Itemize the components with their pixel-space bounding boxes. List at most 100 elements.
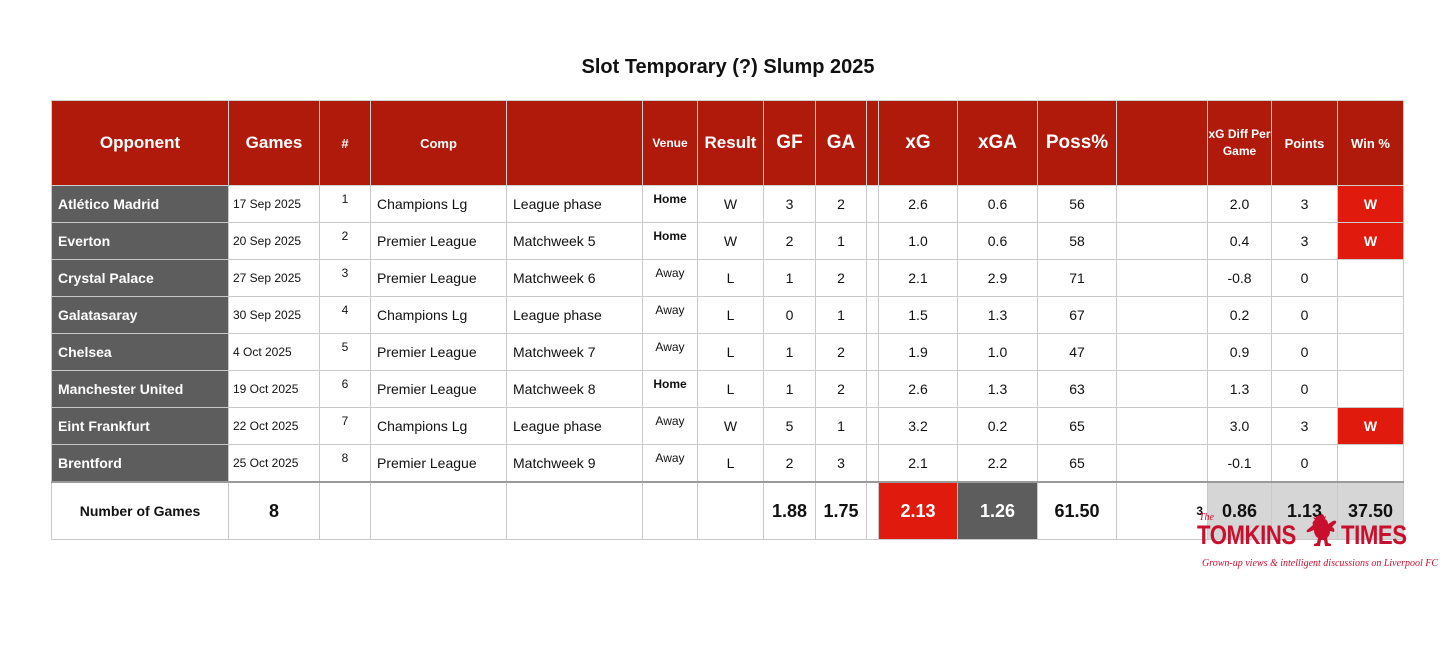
header-xga: xGA	[957, 100, 1038, 186]
stage-cell: Matchweek 8	[506, 370, 643, 408]
liverbird-icon	[1306, 514, 1337, 546]
points-cell: 0	[1271, 444, 1338, 483]
opponent-cell: Crystal Palace	[51, 259, 229, 297]
gap-cell	[866, 259, 879, 297]
tomkins-times-logo: The TOMKINS TIMES Grown-up views & intel…	[1197, 512, 1438, 574]
table-row: Brentford 25 Oct 2025 8 Premier League Match…	[51, 444, 1404, 483]
ga-cell: 1	[815, 407, 867, 445]
venue-cell: Away	[642, 296, 698, 334]
header-stage	[506, 100, 643, 186]
result-cell: W	[697, 407, 764, 445]
ga-cell: 2	[815, 259, 867, 297]
gf-cell: 1	[763, 370, 816, 408]
blank-cell	[1116, 185, 1208, 223]
poss-cell: 58	[1037, 222, 1117, 260]
xg-cell: 1.5	[878, 296, 958, 334]
opponent-cell: Eint Frankfurt	[51, 407, 229, 445]
match-number-cell: 5	[319, 333, 371, 371]
date-cell: 30 Sep 2025	[228, 296, 320, 334]
summary-ga: 1.75	[815, 481, 867, 540]
points-cell: 0	[1271, 296, 1338, 334]
win-cell	[1337, 370, 1404, 408]
points-cell: 3	[1271, 222, 1338, 260]
points-cell: 0	[1271, 259, 1338, 297]
table-row: Atlético Madrid 17 Sep 2025 1 Champions Lg L…	[51, 185, 1404, 223]
header-poss: Poss%	[1037, 100, 1117, 186]
blank-cell	[1116, 222, 1208, 260]
xga-cell: 1.3	[957, 370, 1038, 408]
points-cell: 0	[1271, 333, 1338, 371]
blank-cell	[1116, 333, 1208, 371]
competition-cell: Champions Lg	[370, 296, 507, 334]
gap-cell	[866, 444, 879, 483]
blank-cell	[1116, 407, 1208, 445]
ga-cell: 3	[815, 444, 867, 483]
date-cell: 20 Sep 2025	[228, 222, 320, 260]
date-cell: 27 Sep 2025	[228, 259, 320, 297]
competition-cell: Premier League	[370, 222, 507, 260]
logo-the: The	[1199, 512, 1214, 523]
poss-cell: 65	[1037, 444, 1117, 483]
ga-cell: 2	[815, 370, 867, 408]
header-gap	[866, 100, 879, 186]
xg-cell: 2.6	[878, 370, 958, 408]
summary-wins: 3	[1116, 481, 1208, 540]
header-opponent: Opponent	[51, 100, 229, 186]
xgdiff-cell: 0.9	[1207, 333, 1272, 371]
header-num: #	[319, 100, 371, 186]
summary-gf: 1.88	[763, 481, 816, 540]
gf-cell: 0	[763, 296, 816, 334]
win-cell: W	[1337, 222, 1404, 260]
table-row: Crystal Palace 27 Sep 2025 3 Premier League…	[51, 259, 1404, 297]
venue-cell: Home	[642, 370, 698, 408]
xgdiff-cell: -0.1	[1207, 444, 1272, 483]
poss-cell: 71	[1037, 259, 1117, 297]
points-cell: 0	[1271, 370, 1338, 408]
blank-cell	[1116, 296, 1208, 334]
gap-cell	[866, 222, 879, 260]
gap-cell	[866, 185, 879, 223]
points-cell: 3	[1271, 185, 1338, 223]
gap-cell	[866, 370, 879, 408]
stage-cell: Matchweek 6	[506, 259, 643, 297]
stage-cell: League phase	[506, 407, 643, 445]
header-xgdiff: xG Diff Per Game	[1207, 100, 1272, 186]
results-table: Opponent Games # Comp Venue Result GF GA…	[51, 100, 1404, 540]
table-title: Slot Temporary (?) Slump 2025	[581, 56, 875, 78]
result-cell: W	[697, 185, 764, 223]
xg-cell: 1.0	[878, 222, 958, 260]
stage-cell: Matchweek 5	[506, 222, 643, 260]
win-cell	[1337, 296, 1404, 334]
xg-cell: 1.9	[878, 333, 958, 371]
xga-cell: 2.9	[957, 259, 1038, 297]
win-cell	[1337, 444, 1404, 483]
header-games: Games	[228, 100, 320, 186]
poss-cell: 65	[1037, 407, 1117, 445]
blank-cell	[1116, 259, 1208, 297]
summary-poss: 61.50	[1037, 481, 1117, 540]
competition-cell: Premier League	[370, 444, 507, 483]
header-result: Result	[697, 100, 764, 186]
table-body: Atlético Madrid 17 Sep 2025 1 Champions Lg L…	[51, 185, 1404, 483]
xga-cell: 0.6	[957, 185, 1038, 223]
competition-cell: Premier League	[370, 259, 507, 297]
date-cell: 17 Sep 2025	[228, 185, 320, 223]
ga-cell: 1	[815, 296, 867, 334]
match-number-cell: 8	[319, 444, 371, 483]
gf-cell: 3	[763, 185, 816, 223]
table-row: Chelsea 4 Oct 2025 5 Premier League Matchwee…	[51, 333, 1404, 371]
competition-cell: Premier League	[370, 370, 507, 408]
date-cell: 4 Oct 2025	[228, 333, 320, 371]
xgdiff-cell: 3.0	[1207, 407, 1272, 445]
venue-cell: Away	[642, 333, 698, 371]
match-number-cell: 4	[319, 296, 371, 334]
header-ga: GA	[815, 100, 867, 186]
table-row: Galatasaray 30 Sep 2025 4 Champions Lg Leagu…	[51, 296, 1404, 334]
logo-brand-right: TIMES	[1341, 520, 1407, 550]
ga-cell: 2	[815, 185, 867, 223]
venue-cell: Home	[642, 222, 698, 260]
xgdiff-cell: 0.2	[1207, 296, 1272, 334]
xgdiff-cell: 2.0	[1207, 185, 1272, 223]
competition-cell: Premier League	[370, 333, 507, 371]
xgdiff-cell: 1.3	[1207, 370, 1272, 408]
